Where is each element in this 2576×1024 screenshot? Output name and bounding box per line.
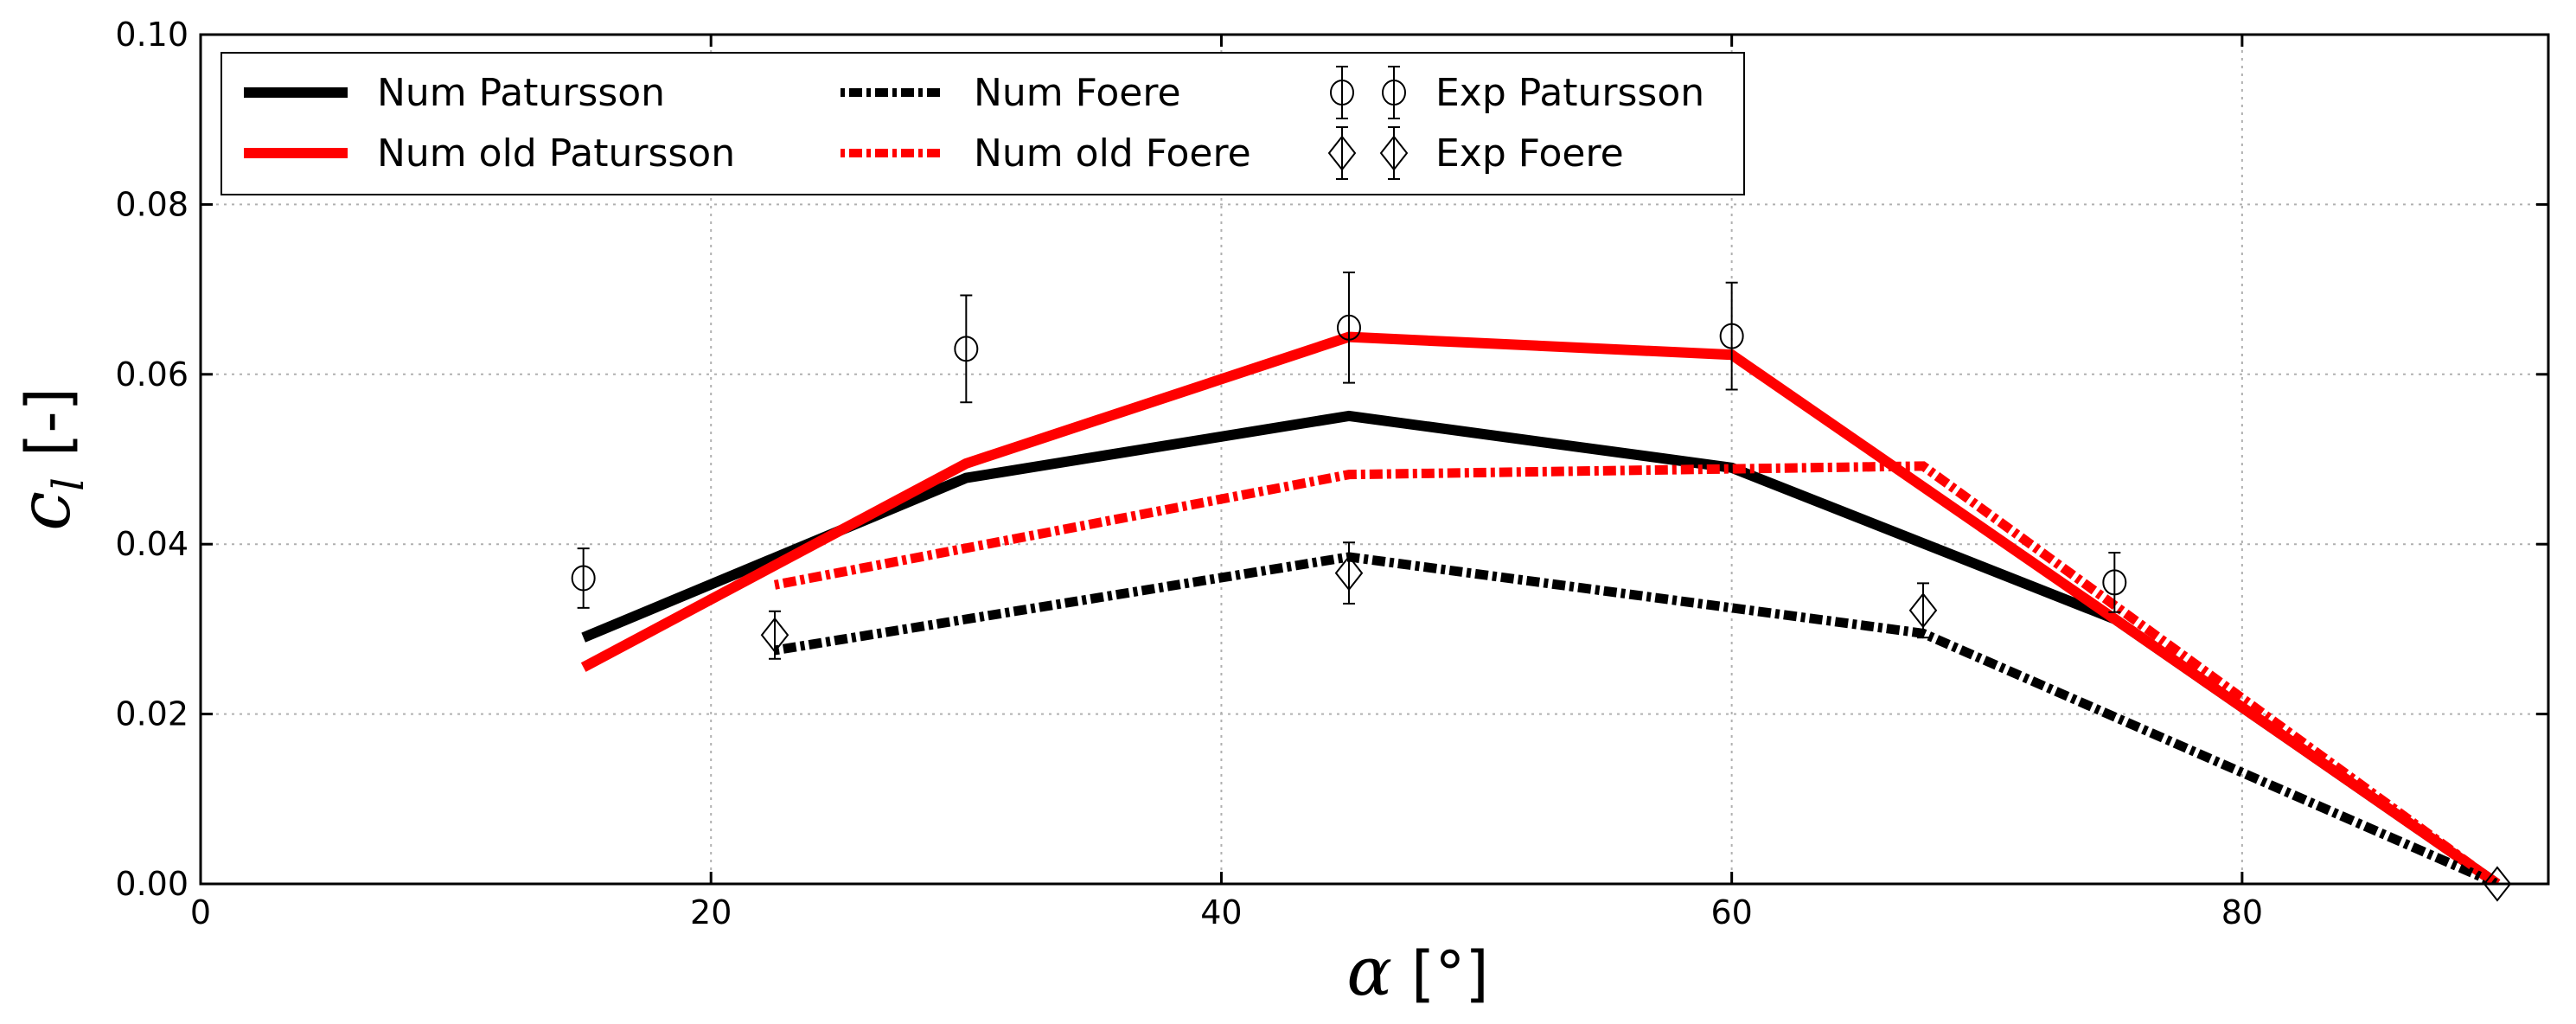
legend-label-exp-patursson: Exp Patursson bbox=[1435, 71, 1704, 115]
y-tick-label: 0.00 bbox=[115, 865, 189, 903]
legend-label-exp-foere: Exp Foere bbox=[1435, 131, 1624, 176]
legend-marker-exp-patursson bbox=[1330, 80, 1354, 106]
y-tick-label: 0.06 bbox=[115, 355, 189, 394]
y-axis-label: cl [-] bbox=[4, 387, 93, 531]
data-point-exp-patursson bbox=[2102, 569, 2127, 596]
x-tick-label: 40 bbox=[1200, 893, 1242, 931]
y-axis-symbol: c bbox=[4, 491, 86, 531]
data-point-exp-patursson bbox=[1719, 323, 1744, 349]
x-axis-symbol: α bbox=[1346, 933, 1392, 1011]
x-axis-unit: [°] bbox=[1411, 938, 1489, 1009]
data-point-exp-patursson bbox=[954, 336, 979, 362]
series-line-num-patursson bbox=[581, 410, 2501, 884]
y-axis-unit: [-] bbox=[13, 387, 84, 457]
legend-box bbox=[221, 52, 1745, 195]
x-tick-label: 80 bbox=[2221, 893, 2263, 931]
data-point-exp-foere bbox=[2483, 866, 2512, 902]
y-tick-label: 0.04 bbox=[115, 525, 189, 563]
legend-label-num-old-patursson: Num old Patursson bbox=[377, 131, 735, 176]
y-tick-label: 0.08 bbox=[115, 185, 189, 223]
legend: Num Patursson Num old Patursson Num Foere N… bbox=[221, 52, 1745, 195]
y-tick-label: 0.10 bbox=[115, 16, 189, 54]
axis-labels: α [°] cl [-] bbox=[4, 387, 1489, 1011]
plot-frame bbox=[199, 33, 2550, 886]
data-point-exp-foere bbox=[1908, 592, 1938, 629]
series-line-num-foere bbox=[774, 552, 2500, 884]
legend-marker-exp-patursson bbox=[1382, 80, 1406, 106]
data-point-exp-patursson bbox=[1336, 314, 1361, 341]
legend-label-num-patursson: Num Patursson bbox=[377, 71, 665, 115]
legend-marker-exp-foere bbox=[1327, 135, 1357, 171]
experimental-points bbox=[571, 271, 2512, 902]
series-line-num-old-patursson bbox=[580, 331, 2501, 884]
legend-label-num-foere: Num Foere bbox=[974, 71, 1181, 115]
x-axis-label: α [°] bbox=[1346, 933, 1488, 1011]
y-axis-subscript: l bbox=[43, 477, 93, 491]
series-line-num-old-foere bbox=[773, 461, 2501, 884]
data-point-exp-foere bbox=[1334, 554, 1364, 592]
x-tick-label: 20 bbox=[690, 893, 732, 931]
x-tick-label: 0 bbox=[190, 893, 211, 931]
series-lines bbox=[580, 331, 2501, 884]
data-point-exp-patursson bbox=[571, 565, 596, 592]
legend-label-num-old-foere: Num old Foere bbox=[974, 131, 1251, 176]
x-tick-label: 60 bbox=[1710, 893, 1752, 931]
data-point-exp-foere bbox=[760, 617, 789, 653]
y-tick-label: 0.02 bbox=[115, 695, 189, 733]
axis-ticks: 0 20 40 60 80 0.00 0.02 0.04 0.06 0.08 0.10 bbox=[115, 16, 2548, 931]
legend-marker-exp-foere bbox=[1379, 135, 1409, 171]
